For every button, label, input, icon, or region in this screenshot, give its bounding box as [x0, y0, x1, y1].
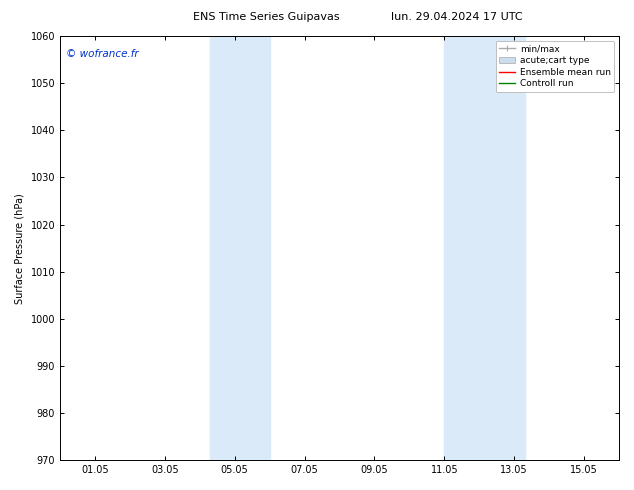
Text: © wofrance.fr: © wofrance.fr — [66, 49, 138, 59]
Y-axis label: Surface Pressure (hPa): Surface Pressure (hPa) — [15, 193, 25, 303]
Text: lun. 29.04.2024 17 UTC: lun. 29.04.2024 17 UTC — [391, 12, 522, 22]
Text: ENS Time Series Guipavas: ENS Time Series Guipavas — [193, 12, 340, 22]
Bar — [444, 36, 525, 460]
Bar — [210, 36, 269, 460]
Legend: min/max, acute;cart type, Ensemble mean run, Controll run: min/max, acute;cart type, Ensemble mean … — [496, 41, 614, 92]
